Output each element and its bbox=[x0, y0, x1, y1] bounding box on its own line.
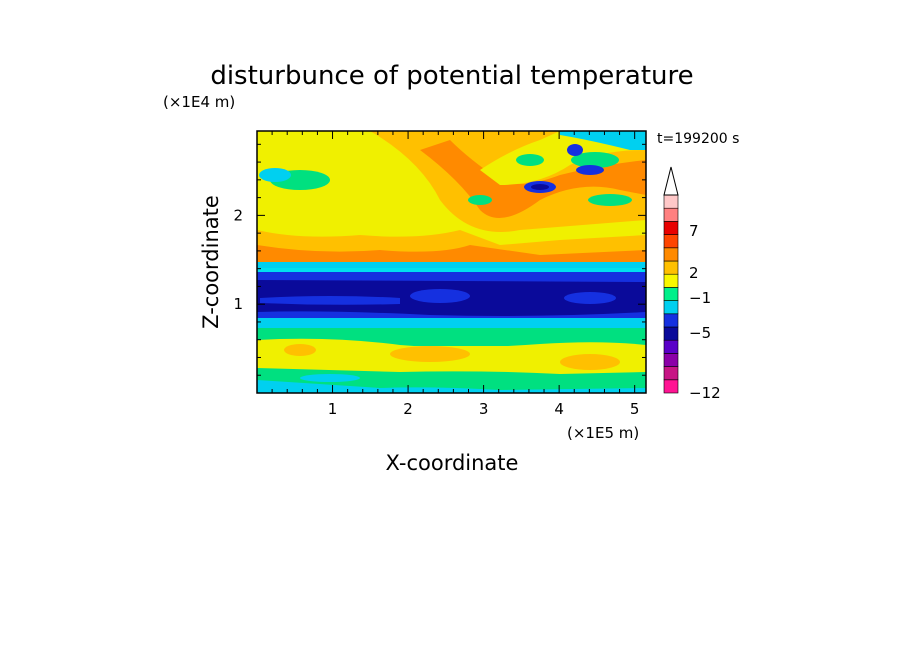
colorbar-tick-label: −5 bbox=[689, 324, 711, 342]
x-axis: 1 2 3 4 5 bbox=[271, 131, 640, 418]
field-tr-green2 bbox=[516, 154, 544, 166]
colorbar-swatch bbox=[663, 273, 679, 288]
colorbar-swatch bbox=[663, 287, 679, 301]
colorbar-swatch bbox=[663, 379, 679, 394]
colorbar-swatch bbox=[663, 234, 679, 249]
field-bottom-cyan bbox=[257, 380, 646, 393]
x-tick-label: 2 bbox=[403, 400, 413, 418]
x-tick-label: 5 bbox=[630, 400, 640, 418]
y-unit-label: (×1E4 m) bbox=[163, 93, 235, 111]
field-upper-yellow-band bbox=[480, 131, 646, 185]
colorbar-swatch bbox=[663, 300, 679, 315]
x-tick-label: 1 bbox=[328, 400, 338, 418]
chart-title: disturbunce of potential temperature bbox=[210, 61, 693, 91]
colorbar bbox=[663, 166, 679, 394]
field-top-right-cyan bbox=[560, 131, 646, 150]
field-tr-blue2 bbox=[576, 165, 604, 175]
colorbar-tick-label: 7 bbox=[689, 222, 699, 240]
x-tick-label: 4 bbox=[554, 400, 564, 418]
field-tr-blue3 bbox=[567, 144, 583, 156]
field-tr-green bbox=[571, 152, 619, 168]
x-tick-label: 3 bbox=[479, 400, 489, 418]
colorbar-swatch bbox=[663, 260, 679, 275]
y-tick-label: 2 bbox=[233, 206, 243, 224]
colorbar-tick-label: 2 bbox=[689, 264, 699, 282]
colorbar-swatch bbox=[663, 194, 679, 209]
colorbar-extend-triangle bbox=[663, 166, 679, 196]
colorbar-swatch bbox=[663, 366, 679, 381]
y-tick-label: 1 bbox=[233, 295, 243, 313]
plot-frame bbox=[256, 130, 647, 394]
colorbar-tick-label: −1 bbox=[689, 289, 711, 307]
time-label: t=199200 s bbox=[657, 131, 739, 147]
colorbar-swatch bbox=[663, 207, 679, 222]
x-axis-label: X-coordinate bbox=[386, 451, 519, 475]
x-unit-label: (×1E5 m) bbox=[567, 424, 639, 442]
colorbar-swatch bbox=[663, 221, 679, 235]
colorbar-tick-label: −12 bbox=[689, 384, 721, 402]
colorbar-swatch bbox=[663, 353, 679, 367]
field-right-green bbox=[588, 194, 632, 206]
temperature-field bbox=[257, 131, 646, 393]
field-left-cyan bbox=[259, 168, 291, 182]
field-tr-darkblue bbox=[531, 184, 549, 190]
colorbar-swatch bbox=[663, 339, 679, 354]
field-mid-green bbox=[468, 195, 492, 205]
y-axis: 12 bbox=[233, 143, 646, 376]
colorbar-swatch bbox=[663, 247, 679, 262]
colorbar-labels: 7 2 −1 −5 −12 bbox=[689, 222, 721, 402]
field-mid-darkorange bbox=[257, 245, 646, 265]
y-axis-label: Z-coordinate bbox=[199, 195, 223, 329]
colorbar-swatch bbox=[663, 326, 679, 341]
colorbar-swatch bbox=[663, 313, 679, 328]
